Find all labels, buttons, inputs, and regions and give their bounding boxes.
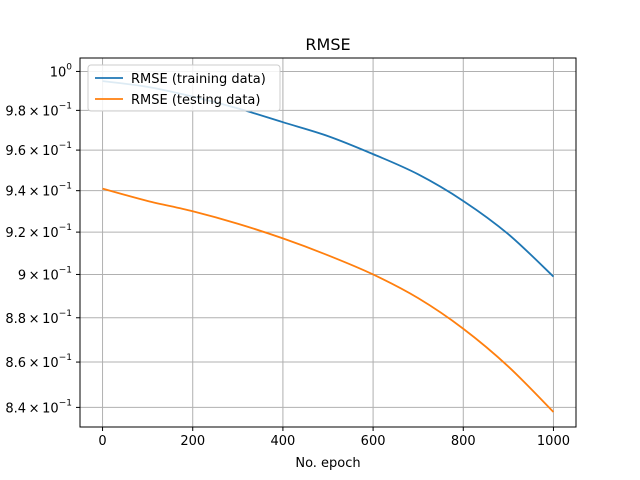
plot-frame [79,57,577,428]
x-tick-label: 600 [361,434,386,449]
tick-layer: 0 200 400 600 800 1000 8.4 × 10−1 8.6 × 10−1 8.8… [5,62,570,449]
y-tick-label: 8.8 × 10−1 [5,309,72,327]
x-tick-label: 200 [180,434,205,449]
x-tick-label: 1000 [537,434,570,449]
y-tick-label: 9.6 × 10−1 [5,141,72,159]
y-tick-label: 9.2 × 10−1 [5,223,72,241]
y-tick-label: 8.4 × 10−1 [5,398,72,416]
y-tick-label: 9.4 × 10−1 [5,182,72,200]
legend-label: RMSE (training data) [131,72,266,87]
legend: RMSE (training data) RMSE (testing data) [87,64,281,112]
y-tick-label: 9 × 10−1 [18,265,72,283]
grid-layer [80,58,576,427]
y-tick-label: 9.8 × 10−1 [5,101,72,119]
x-tick-label: 400 [270,434,295,449]
plot-area [80,58,576,427]
x-axis-title: No. epoch [295,456,360,471]
x-tick-label: 800 [451,434,476,449]
chart-title: RMSE [305,35,350,54]
legend-box [87,64,281,112]
y-tick-label: 8.6 × 10−1 [5,353,72,371]
x-tick-label: 0 [98,434,106,449]
testing-rmse-line [102,187,555,413]
legend-label: RMSE (testing data) [131,93,260,108]
